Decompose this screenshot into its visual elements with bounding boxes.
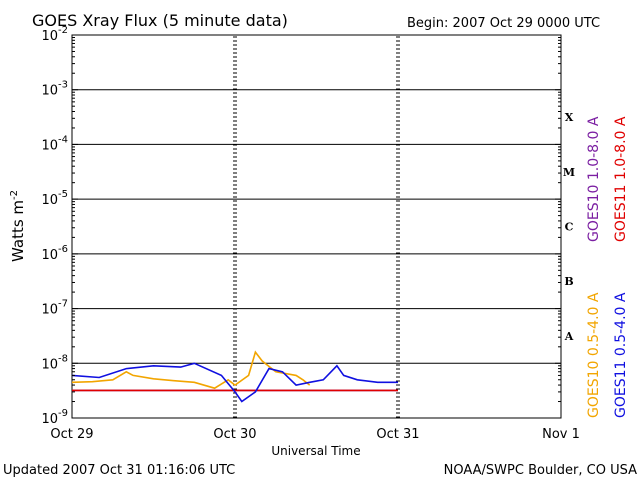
y-tick-base: 10 [41,412,58,427]
y-tick-exponent: -3 [58,80,68,91]
y-tick-base: 10 [41,138,58,153]
begin-label: Begin: 2007 Oct 29 0000 UTC [407,16,600,31]
y-tick-exponent: -7 [58,299,68,310]
legend-label: GOES11 1.0-8.0 A [613,116,629,242]
x-axis-label: Universal Time [271,444,360,458]
series-line [71,362,398,403]
flare-class-label: X [565,111,574,124]
legend-label: GOES10 0.5-4.0 A [586,292,602,418]
y-tick-label: 10-3 [41,80,68,99]
svg-text:Watts m-2: Watts m-2 [9,190,27,262]
y-axis-label: Watts m-2 [9,190,27,262]
y-tick-exponent: -4 [58,134,68,145]
y-tick-exponent: -9 [58,408,68,419]
y-tick-base: 10 [41,357,58,372]
y-tick-label: 10-6 [41,244,68,263]
x-tick-label: Oct 31 [376,427,419,442]
flare-class-label: B [564,275,573,288]
y-tick-label: 10-2 [41,25,68,44]
grid [72,36,561,418]
y-tick-label: 10-5 [41,189,68,208]
y-tick-label: 10-8 [41,353,68,372]
flare-class-label: C [565,221,574,234]
y-tick-base: 10 [41,84,58,99]
y-tick-exponent: -6 [58,244,68,255]
y-tick-base: 10 [41,193,58,208]
y-tick-base: 10 [41,29,58,44]
flare-class-label: A [564,330,574,343]
series-lines [71,350,398,403]
x-tick-label: Oct 30 [213,427,256,442]
y-tick-base: 10 [41,303,58,318]
y-tick-exponent: -8 [58,353,68,364]
legend-item: GOES10 0.5-4.0 A [586,292,602,418]
flare-class-labels: A B C M X [563,111,575,343]
source-label: NOAA/SWPC Boulder, CO USA [444,463,637,478]
y-axis-label-text: Watts m [9,200,27,262]
y-tick-exponent: -2 [58,25,68,36]
updated-label: Updated 2007 Oct 31 01:16:06 UTC [3,463,235,478]
y-axis-ticks: 10-910-810-710-610-510-410-310-2 [41,25,561,427]
legend-label: GOES11 0.5-4.0 A [613,292,629,418]
y-tick-label: 10-9 [41,408,68,427]
legend-item: GOES10 1.0-8.0 A [586,116,602,242]
x-tick-label: Nov 1 [542,427,580,442]
flare-class-label: M [563,166,575,179]
legend-item: GOES11 1.0-8.0 A [613,116,629,242]
plot-frame [71,34,562,419]
legend-label: GOES10 1.0-8.0 A [586,116,602,242]
y-tick-base: 10 [41,248,58,263]
x-tick-label: Oct 29 [50,427,93,442]
chart-title: GOES Xray Flux (5 minute data) [32,11,288,30]
y-axis-label-exponent: -2 [9,190,20,200]
y-tick-label: 10-7 [41,299,68,318]
x-axis-ticks: Oct 29 Oct 30 Oct 31 Nov 1 [50,427,579,442]
legend: GOES10 1.0-8.0 A GOES11 1.0-8.0 A GOES10 0… [586,116,629,418]
series-line [71,350,311,390]
y-tick-exponent: -5 [58,189,68,200]
y-tick-label: 10-4 [41,134,68,153]
legend-item: GOES11 0.5-4.0 A [613,292,629,418]
